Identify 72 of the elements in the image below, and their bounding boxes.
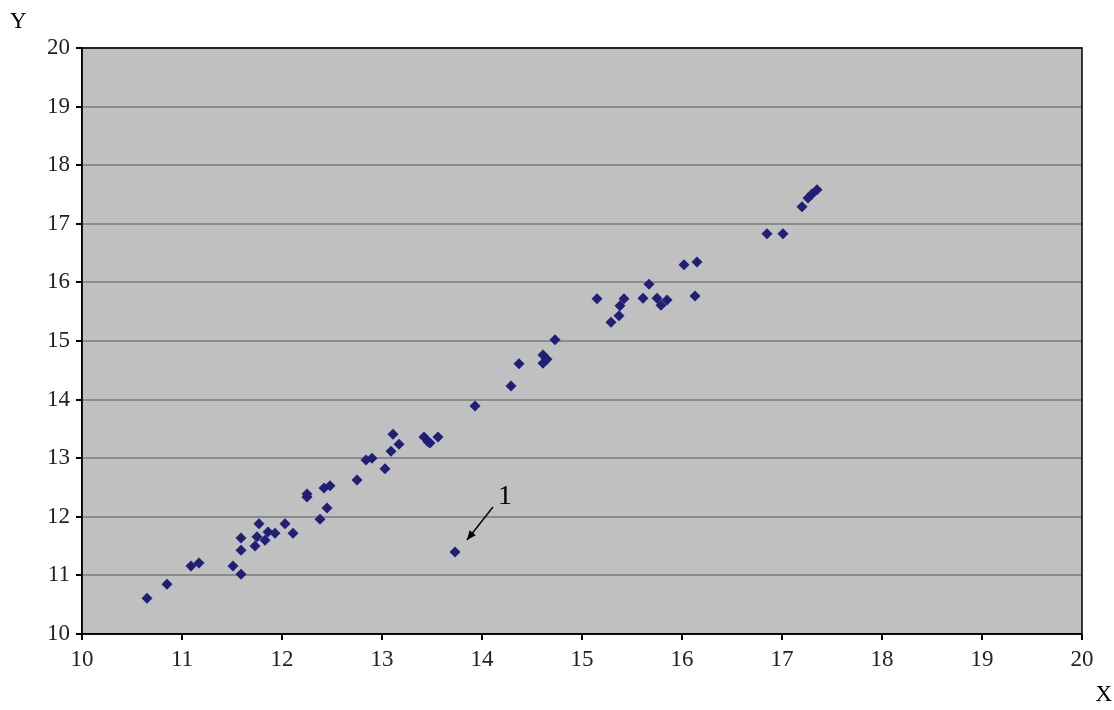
point [613,310,625,322]
x-tick-label: 19 [970,645,994,671]
point [253,518,265,530]
point [513,358,525,370]
point [249,540,261,552]
y-tick-label: 18 [47,151,70,177]
point [541,353,553,365]
point [549,334,561,346]
point [321,502,333,514]
point [591,293,603,305]
point [235,544,247,556]
x-tick-label: 16 [670,645,694,671]
point [385,445,397,457]
point [449,546,461,558]
point [614,300,626,312]
point [661,294,673,306]
point [251,531,263,543]
point [287,527,299,539]
point [387,428,399,440]
y-tick-label: 12 [47,502,70,528]
point [796,201,808,213]
point [689,290,701,302]
y-tick-label: 19 [47,92,70,118]
point [379,463,391,475]
point [351,474,363,486]
point [651,292,663,304]
x-axis-title: X [1095,680,1113,706]
point [324,480,336,492]
y-tick-label: 14 [47,385,71,411]
point [393,438,405,450]
x-tick-label: 12 [270,645,294,671]
y-tick-label: 17 [47,209,70,235]
point [505,380,517,392]
x-tick-label: 20 [1070,645,1094,671]
annotation: 1 [498,479,512,511]
point [259,534,271,546]
x-tick-label: 10 [70,645,94,671]
point [655,299,667,311]
point [161,578,173,590]
point [279,518,291,530]
point [637,292,649,304]
point [605,316,617,328]
point [269,527,281,539]
point [185,560,197,572]
y-tick-label: 20 [47,34,70,60]
y-axis-title: Y [10,7,27,33]
point [777,228,789,240]
point [691,256,703,268]
point [432,431,444,443]
point [235,532,247,544]
point [643,278,655,290]
x-tick-label: 17 [770,645,794,671]
x-tick-label: 18 [870,645,894,671]
point [227,560,239,572]
point [811,184,823,196]
point [618,293,630,305]
y-tick-label: 16 [47,268,70,294]
point [141,592,153,604]
y-tick-label: 11 [47,561,70,587]
y-tick-label: 13 [47,444,70,470]
point [469,400,481,412]
point [678,259,690,271]
point [314,513,326,525]
x-tick-label: 11 [170,645,194,671]
y-tick-label: 15 [47,327,70,353]
point [193,557,205,569]
y-tick-label: 10 [47,620,70,646]
point [761,228,773,240]
x-tick-label: 15 [570,645,594,671]
x-tick-label: 13 [370,645,394,671]
x-tick-label: 14 [470,645,494,671]
point [235,568,247,580]
